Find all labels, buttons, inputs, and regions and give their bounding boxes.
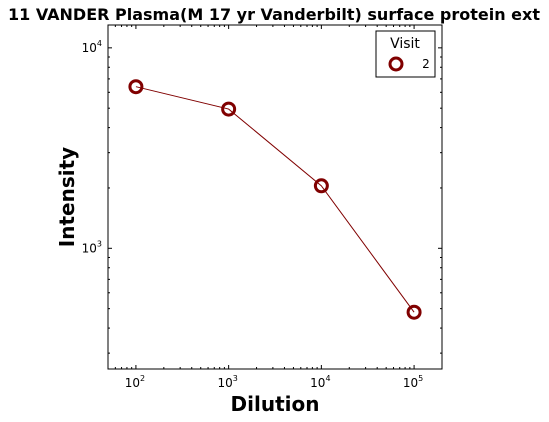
data-point [406,304,422,320]
y-axis-label: Intensity [55,147,79,247]
y-tick-label: 103 [82,239,102,255]
series-layer [128,79,422,320]
minor-ticks [107,25,443,369]
x-tick-label: 105 [403,374,423,390]
legend-box [375,30,436,78]
legend-label-series-2: 2 [422,57,430,71]
data-point [128,79,144,95]
chart-title: 11 VANDER Plasma(M 17 yr Vanderbilt) sur… [8,5,540,24]
x-tick-label: 103 [217,374,237,390]
data-point [313,178,329,194]
x-axis-label: Dilution [231,392,320,416]
legend: Visit 2 [375,30,436,78]
x-tick-label: 104 [310,374,330,390]
major-ticks: 102 103 104 105 103 104 [82,25,442,390]
y-tick-label: 104 [82,39,102,55]
legend-marker-series-2 [388,56,404,72]
series-line-2 [135,86,415,313]
data-point [221,101,237,117]
x-tick-label: 102 [125,374,145,390]
legend-title: Visit [390,36,420,52]
plot-frame [107,24,443,370]
